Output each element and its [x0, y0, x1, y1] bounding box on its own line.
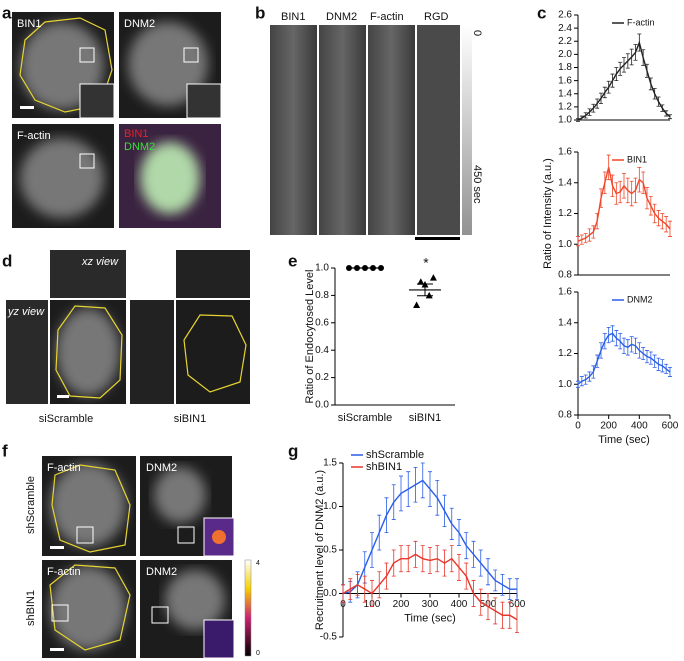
y-tick-label: 0.6	[315, 317, 329, 328]
x-tick-label: 0	[340, 599, 346, 610]
x-tick-label: 300	[422, 599, 439, 610]
data-point	[429, 274, 437, 281]
error-bar	[417, 283, 433, 297]
x-tick-label: 400	[451, 599, 468, 610]
condition-label: shScramble	[25, 476, 37, 534]
y-tick-label: 2.4	[558, 23, 572, 34]
panel-f-images: F-actin DNM2 F-actin DNM2 shScramble shB…	[25, 456, 260, 659]
legend-label: shBIN1	[366, 461, 402, 473]
y-tick-label: 2.6	[558, 10, 572, 21]
y-tick-label: 1.4	[558, 177, 572, 188]
error-bar	[668, 220, 672, 237]
image-label: DNM2	[146, 462, 177, 474]
lane-label: RGD	[424, 11, 449, 23]
y-tick-label: 1.0	[558, 379, 572, 390]
x-tick-label: 600	[662, 421, 679, 432]
lane-label: BIN1	[281, 11, 305, 23]
y-tick-label: 1.4	[558, 88, 572, 99]
series-line	[342, 479, 517, 595]
lane-label: F-actin	[370, 11, 404, 23]
y-tick-label: 1.6	[558, 287, 572, 298]
y-tick-label: 0.8	[315, 290, 329, 301]
x-axis-label: Time (sec)	[404, 612, 456, 624]
panel-letter: f	[2, 441, 8, 460]
series-line	[577, 40, 671, 121]
x-tick-label: 0	[575, 421, 581, 432]
panel-a-images: BIN1 DNM2 F-actin BIN1 DNM2	[12, 12, 222, 228]
y-tick-label: 0.8	[558, 270, 572, 281]
y-tick-label: 0.0	[315, 400, 329, 411]
view-label: xz view	[81, 256, 119, 268]
y-tick-label: 2.2	[558, 36, 572, 47]
annotation: *	[423, 254, 429, 270]
time-label: 0	[471, 30, 483, 36]
data-point	[413, 301, 421, 308]
x-tick-label: siScramble	[338, 412, 392, 424]
panel-letter: a	[2, 3, 12, 22]
condition-label: shBIN1	[25, 590, 37, 626]
y-tick-label: 0.8	[558, 410, 572, 421]
view-label: yz view	[7, 306, 45, 318]
panel-letter: b	[255, 3, 265, 22]
y-tick-label: 1.0	[315, 263, 329, 274]
x-axis-label: Time (sec)	[598, 434, 650, 446]
y-tick-label: 0.5	[323, 545, 337, 556]
panel-letter: g	[288, 441, 298, 460]
y-tick-label: 0.0	[323, 588, 337, 599]
series-line	[342, 553, 518, 621]
y-tick-label: 0.4	[315, 345, 329, 356]
image-label: DNM2	[124, 18, 155, 30]
y-tick-label: 2.0	[558, 49, 572, 60]
time-label: 450 sec	[471, 165, 483, 204]
x-tick-label: 400	[631, 421, 648, 432]
panel-d-images: xz view yz view siScramble siBIN1	[6, 250, 250, 425]
y-tick-label: 1.6	[558, 75, 572, 86]
y-tick-label: 1.0	[558, 115, 572, 126]
y-tick-label: 1.0	[323, 501, 337, 512]
y-axis-label: Recruitment level of DNM2 (a.u.)	[314, 470, 326, 630]
panel-letter: c	[537, 3, 546, 22]
legend-label: F-actin	[627, 17, 655, 27]
x-tick-label: 200	[600, 421, 617, 432]
image-label: F-actin	[47, 462, 81, 474]
legend-label: BIN1	[627, 154, 647, 164]
legend-label: shScramble	[366, 449, 424, 461]
data-point	[425, 291, 433, 299]
x-tick-label: 600	[509, 599, 526, 610]
lane-label: DNM2	[326, 11, 357, 23]
panel-b-kymographs: BIN1 DNM2 F-actin RGD 0 450 sec	[270, 11, 483, 240]
y-axis-label: Ratio of Endocytosed Level	[304, 270, 316, 404]
image-label: BIN1	[17, 18, 41, 30]
condition-label: siScramble	[39, 413, 93, 425]
y-tick-label: 0.2	[315, 372, 329, 383]
x-tick-label: siBIN1	[409, 412, 441, 424]
y-tick-label: 1.0	[558, 239, 572, 250]
y-tick-label: 1.2	[558, 348, 572, 359]
image-label: F-actin	[47, 566, 81, 578]
panel-letter: e	[288, 251, 297, 270]
legend-label: DNM2	[627, 294, 653, 304]
panel-letter: d	[2, 251, 12, 270]
series-line	[577, 167, 671, 242]
y-tick-label: 1.5	[323, 458, 337, 469]
y-tick-label: -0.5	[320, 632, 338, 643]
y-tick-label: 1.6	[558, 147, 572, 158]
condition-label: siBIN1	[174, 413, 206, 425]
image-label: BIN1	[124, 128, 148, 140]
data-point	[417, 278, 425, 285]
series-line	[577, 332, 671, 385]
y-tick-label: 1.2	[558, 102, 572, 113]
image-label: F-actin	[17, 130, 51, 142]
y-tick-label: 1.2	[558, 208, 572, 219]
y-tick-label: 1.4	[558, 317, 572, 328]
x-tick-label: 200	[393, 599, 410, 610]
y-tick-label: 1.8	[558, 62, 572, 73]
image-label: DNM2	[146, 566, 177, 578]
colorbar-label: 4	[256, 560, 260, 567]
image-label: DNM2	[124, 141, 155, 153]
colorbar-label: 0	[256, 650, 260, 657]
error-bar	[576, 236, 580, 247]
y-axis-label: Ratio of Intensity (a.u.)	[542, 158, 554, 269]
